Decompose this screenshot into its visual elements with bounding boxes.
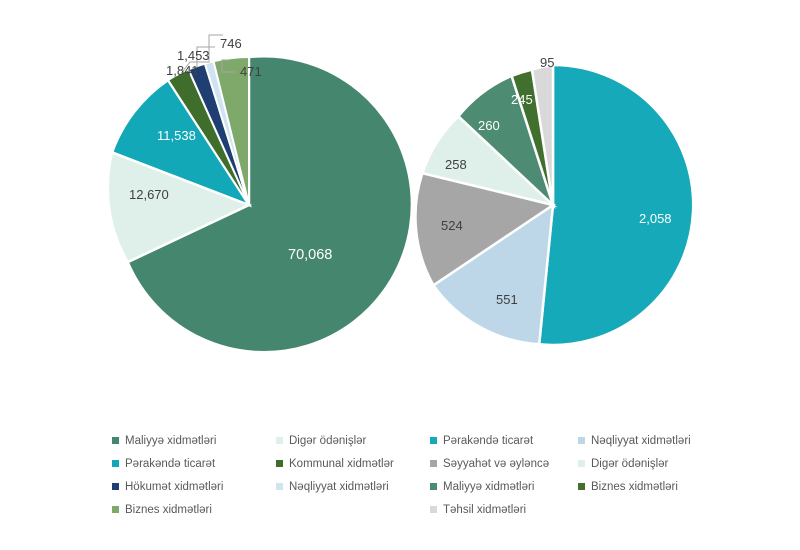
legend-swatch-icon [578, 483, 585, 490]
legend-item-seyyahet-ve-eylence[interactable]: Səyyahət və əyləncə [430, 453, 564, 474]
slice-biznes-xidmetleri[interactable] [212, 55, 250, 206]
right-value-label-seyyahet: 524 [441, 218, 463, 233]
legend-swatch-icon [276, 483, 283, 490]
left-value-label-maliyye: 70,068 [288, 247, 333, 263]
left-value-label-neqliyyat: 746 [220, 36, 242, 51]
left-pie-legend: Maliyyə xidmətləri Digər ödənişlər Pərak… [112, 430, 394, 520]
legend-label: Digər ödənişlər [591, 457, 669, 470]
left-pie-slices [106, 55, 414, 354]
slice-perakende-ticaret[interactable] [537, 63, 695, 347]
legend-swatch-icon [430, 460, 437, 467]
legend-item-maliyye-xidmetleri[interactable]: Maliyyə xidmətləri [430, 476, 564, 497]
legend-label: Kommunal xidmətlər [289, 457, 394, 470]
leader-line-746 [208, 34, 223, 63]
legend-swatch-icon [112, 483, 119, 490]
legend-swatch-icon [578, 437, 585, 444]
legend-item-biznes-xidmetleri[interactable]: Biznes xidmətləri [578, 476, 691, 497]
legend-item-perakende-ticaret[interactable]: Pərakəndə ticarət [112, 453, 262, 474]
legend-swatch-icon [276, 460, 283, 467]
left-value-label-perakende: 11,538 [157, 128, 196, 143]
legend-item-hokumet-xidmetleri[interactable]: Hökumət xidmətləri [112, 476, 262, 497]
right-pie-slices [414, 63, 695, 347]
slice-tehsil-xidmetleri[interactable] [530, 63, 555, 206]
legend-item-neqliyyat-xidmetleri[interactable]: Nəqliyyat xidmətləri [276, 476, 394, 497]
right-value-label-neqliyyat: 551 [496, 292, 518, 307]
slice-diger-odenisler[interactable] [106, 150, 253, 264]
right-value-label-maliyye: 260 [478, 118, 500, 133]
legend-spacer [578, 499, 691, 520]
legend-item-diger-odenisler[interactable]: Digər ödənişlər [276, 430, 394, 451]
legend-label: Maliyyə xidmətləri [443, 480, 535, 493]
legend-swatch-icon [276, 437, 283, 444]
legend-label: Təhsil xidmətləri [443, 503, 527, 516]
legend-swatch-icon [112, 506, 119, 513]
legend-item-kommunal-xidmetler[interactable]: Kommunal xidmətlər [276, 453, 394, 474]
legend-swatch-icon [112, 460, 119, 467]
legend-label: Digər ödənişlər [289, 434, 367, 447]
left-value-label-biznes: 471 [240, 64, 262, 79]
right-value-label-perakende: 2,058 [639, 211, 672, 226]
legend-swatch-icon [430, 437, 437, 444]
legend-label: Pərakəndə ticarət [443, 434, 534, 447]
legend-label: Hökumət xidmətləri [125, 480, 224, 493]
legend-item-neqliyyat-xidmetleri[interactable]: Nəqliyyat xidmətləri [578, 430, 691, 451]
left-value-label-diger: 12,670 [129, 187, 169, 202]
legend-label: Pərakəndə ticarət [125, 457, 216, 470]
legend-item-diger-odenisler[interactable]: Digər ödənişlər [578, 453, 691, 474]
right-pie-svg [414, 63, 695, 347]
legend-label: Səyyahət və əyləncə [443, 457, 550, 470]
legend-item-perakende-ticaret[interactable]: Pərakəndə ticarət [430, 430, 564, 451]
right-pie-legend: Pərakəndə ticarət Nəqliyyat xidmətləri S… [430, 430, 691, 520]
legend-swatch-icon [430, 483, 437, 490]
right-value-label-tehsil: 95 [540, 55, 555, 70]
leader-line-1841 [179, 61, 208, 76]
left-value-label-hokumet: 1,453 [177, 48, 210, 63]
left-pie-leader-lines [179, 34, 235, 76]
leader-line-471 [221, 59, 235, 73]
legend-label: Biznes xidmətləri [125, 503, 212, 516]
right-value-label-biznes: 245 [511, 92, 533, 107]
legend-swatch-icon [430, 506, 437, 513]
legend-label: Maliyyə xidmətləri [125, 434, 217, 447]
legend-item-tehsil-xidmetleri[interactable]: Təhsil xidmətləri [430, 499, 564, 520]
legend-swatch-icon [112, 437, 119, 444]
left-pie-svg [106, 34, 414, 354]
legend-label: Nəqliyyat xidmətləri [289, 480, 389, 493]
legend-spacer [276, 499, 394, 520]
legend-label: Nəqliyyat xidmətləri [591, 434, 691, 447]
legend-label: Biznes xidmətləri [591, 480, 678, 493]
right-value-label-diger: 258 [445, 157, 467, 172]
slice-seyyahet-ve-eylence[interactable] [414, 171, 557, 288]
legend-swatch-icon [578, 460, 585, 467]
slice-neqliyyat-xidmetleri[interactable] [431, 202, 555, 346]
legend-item-biznes-xidmetleri[interactable]: Biznes xidmətləri [112, 499, 262, 520]
left-value-label-kommunal: 1,841 [166, 63, 199, 78]
slice-perakende-ticaret[interactable] [110, 78, 253, 208]
legend-item-maliyye-xidmetleri[interactable]: Maliyyə xidmətləri [112, 430, 262, 451]
slice-maliyye-xidmetleri[interactable] [126, 55, 414, 354]
